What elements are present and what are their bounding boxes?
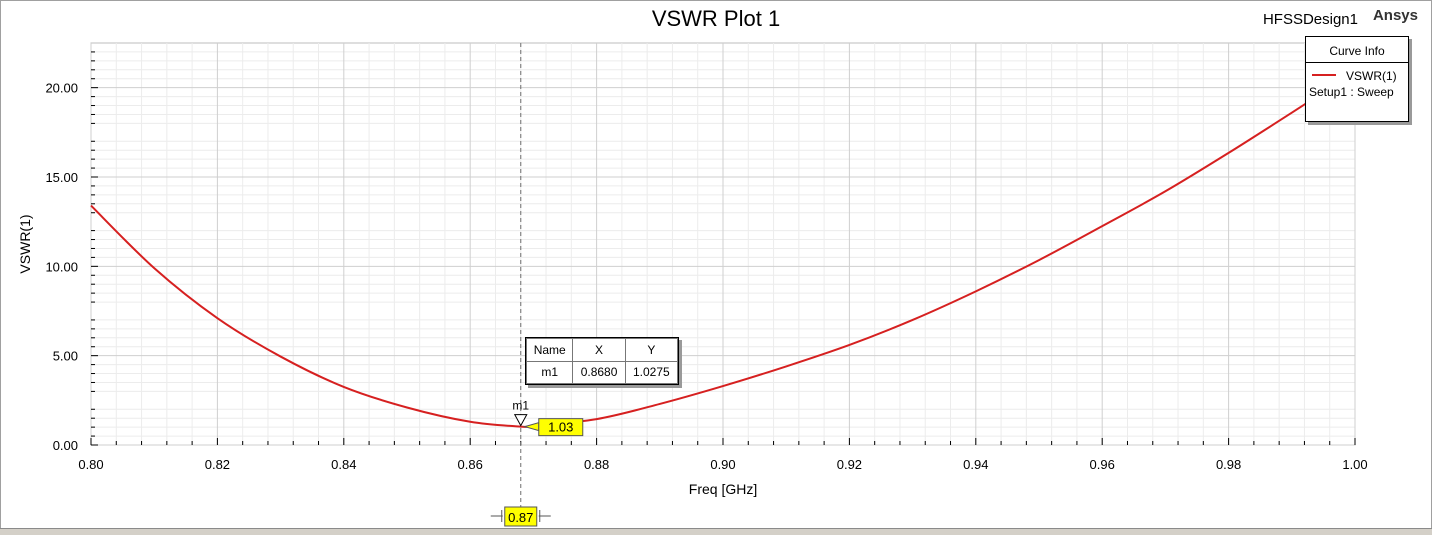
x-tick-label: 0.90 [710, 457, 735, 472]
x-tick-label: 0.96 [1090, 457, 1115, 472]
tick-labels: 0.80 0.82 0.84 0.86 0.88 0.90 0.92 0.94 0.96 0.98… [45, 81, 1367, 472]
y-tick-label: 0.00 [53, 438, 78, 453]
y-axis-label: VSWR(1) [17, 214, 33, 273]
legend-title: Curve Info [1306, 37, 1408, 63]
marker-name-label: m1 [512, 399, 529, 413]
marker-y-value: 1.03 [548, 420, 573, 435]
marker-table-header-x: X [572, 338, 626, 362]
x-tick-label: 0.88 [584, 457, 609, 472]
marker-m1[interactable]: m1 1.03 [512, 399, 584, 437]
curve-info-legend[interactable]: Curve Info VSWR(1) Setup1 : Sweep [1305, 36, 1409, 122]
x-tick-label: 0.84 [331, 457, 356, 472]
marker-x-readout: 0.87 [490, 506, 551, 527]
marker-triangle-icon [513, 414, 528, 427]
x-tick-label: 0.94 [963, 457, 988, 472]
plot-title: VSWR Plot 1 [651, 6, 781, 31]
x-axis-label: Freq [GHz] [689, 481, 757, 497]
y-tick-label: 5.00 [53, 349, 78, 364]
y-tick-label: 20.00 [45, 81, 78, 96]
marker-y-badge [538, 418, 584, 437]
x-tick-label: 0.80 [78, 457, 103, 472]
marker-table-x: 0.8680 [572, 360, 626, 384]
marker-x-badge [504, 506, 538, 527]
marker-table[interactable]: Name X Y m1 0.8680 1.0275 [525, 337, 679, 385]
x-tick-label: 1.00 [1342, 457, 1367, 472]
x-tick-label: 0.82 [205, 457, 230, 472]
marker-x-value: 0.87 [508, 510, 533, 525]
y-tick-label: 15.00 [45, 170, 78, 185]
window-bottom-strip [0, 528, 1432, 535]
y-tick-label: 10.00 [45, 259, 78, 274]
legend-series-name: VSWR(1) [1346, 69, 1397, 83]
x-tick-label: 0.86 [458, 457, 483, 472]
legend-setup-row: Setup1 : Sweep [1306, 85, 1408, 107]
legend-setup: Setup1 : Sweep [1309, 85, 1394, 99]
marker-table-header-y: Y [624, 338, 679, 362]
legend-swatch [1312, 74, 1336, 76]
x-tick-label: 0.98 [1216, 457, 1241, 472]
design-name: HFSSDesign1 [1262, 11, 1358, 28]
series-line-vswr[interactable] [90, 97, 1315, 428]
marker-table-header-name: Name [525, 338, 574, 362]
legend-entry[interactable]: VSWR(1) [1306, 63, 1408, 85]
marker-table-y: 1.0275 [624, 360, 679, 384]
x-tick-label: 0.92 [837, 457, 862, 472]
brand-logo: Ansys [1372, 7, 1418, 24]
marker-table-name: m1 [525, 360, 574, 384]
axis-ticks [90, 51, 1356, 446]
